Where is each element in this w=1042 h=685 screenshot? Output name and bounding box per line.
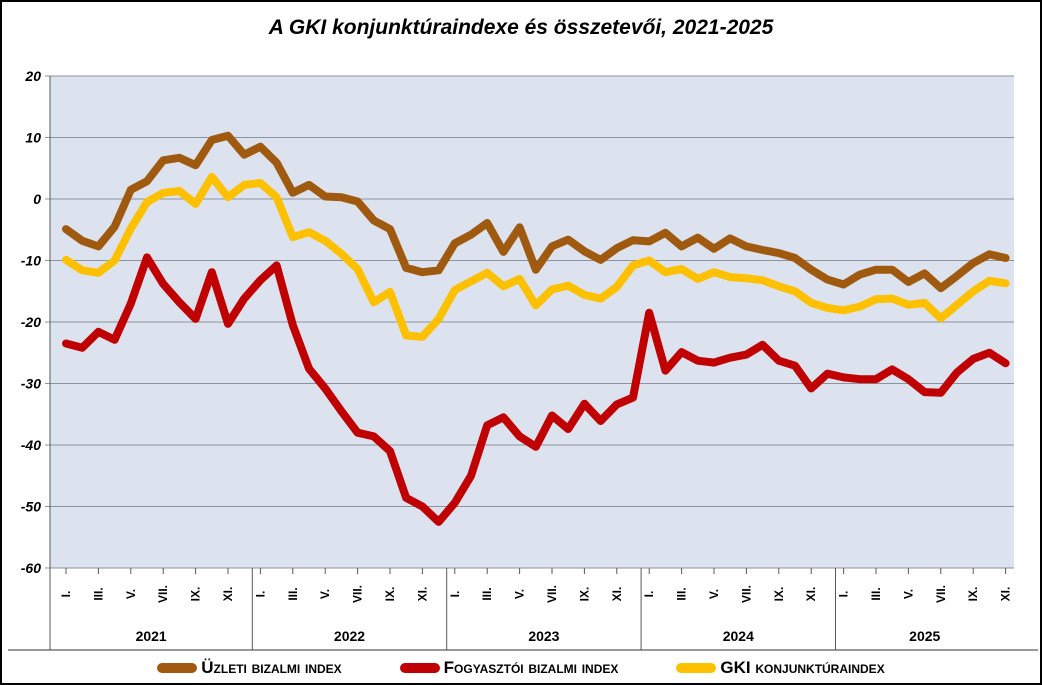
month-label: I.: [253, 591, 267, 598]
month-label: III.: [286, 587, 300, 600]
chart-title: A GKI konjunktúraindexe és összetevői, 2…: [268, 16, 774, 39]
month-label: VII.: [545, 585, 559, 603]
month-label: V.: [901, 589, 915, 599]
month-label: IX.: [966, 587, 980, 602]
y-axis-label: -60: [21, 560, 41, 576]
year-label: 2021: [136, 628, 167, 644]
month-label: I.: [448, 591, 462, 598]
month-label: III.: [480, 587, 494, 600]
series-line-consumer: [62, 253, 1010, 526]
month-label: XI.: [999, 587, 1013, 602]
month-label: VII.: [156, 585, 170, 603]
line-chart-canvas: 20 10 0 -10 -20 -30 -40 -50 -60 I. III. V. VII. IX. XI…: [8, 68, 1038, 651]
year-label: 2022: [334, 628, 365, 644]
month-label: XI.: [610, 587, 624, 602]
chart-legend: Üzleti bizalmi index Fogyasztói bizalmi …: [2, 653, 1040, 683]
month-label: IX.: [383, 587, 397, 602]
y-axis-label: 10: [25, 130, 41, 146]
month-label: V.: [513, 589, 527, 599]
month-label: I.: [837, 591, 851, 598]
month-label: XI.: [804, 587, 818, 602]
month-label: IX.: [772, 587, 786, 602]
series-line-business: [62, 131, 1010, 293]
y-axis-label: -10: [21, 253, 41, 269]
month-label: XI.: [221, 587, 235, 602]
y-axis-label: -40: [21, 437, 41, 453]
y-axis-label: 20: [24, 68, 41, 84]
year-label: 2023: [528, 628, 559, 644]
y-axis-label: -20: [21, 314, 41, 330]
month-label: VII.: [351, 585, 365, 603]
consumer-index-label: Fogyasztói bizalmi index: [443, 658, 619, 677]
month-label: IX.: [577, 587, 591, 602]
legend-item-consumer-index: Fogyasztói bizalmi index: [399, 658, 619, 678]
legend-item-gki-index: GKI konjunktúraindex: [676, 658, 885, 678]
month-label: III.: [869, 587, 883, 600]
month-label: III.: [675, 587, 689, 600]
business-index-swatch: [157, 663, 198, 673]
business-index-label: Üzleti bizalmi index: [201, 658, 342, 677]
y-axis-label: -50: [21, 499, 41, 515]
y-axis-label: -30: [21, 376, 41, 392]
month-label: VII.: [934, 585, 948, 603]
month-label: XI.: [415, 587, 429, 602]
y-axis-label: 0: [33, 191, 41, 207]
month-label: V.: [124, 589, 138, 599]
gki-index-swatch: [676, 663, 717, 673]
month-label: III.: [91, 587, 105, 600]
month-label: VII.: [739, 585, 753, 603]
month-label: V.: [318, 589, 332, 599]
year-label: 2025: [909, 628, 940, 644]
legend-item-business-index: Üzleti bizalmi index: [157, 658, 342, 678]
consumer-index-swatch: [399, 663, 440, 673]
month-label: I.: [59, 591, 73, 598]
series-line-gki: [62, 172, 1010, 341]
month-label: IX.: [189, 587, 203, 602]
gki-index-label: GKI konjunktúraindex: [720, 658, 885, 677]
month-label: I.: [642, 591, 656, 598]
month-label: V.: [707, 589, 721, 599]
year-label: 2024: [723, 628, 754, 644]
